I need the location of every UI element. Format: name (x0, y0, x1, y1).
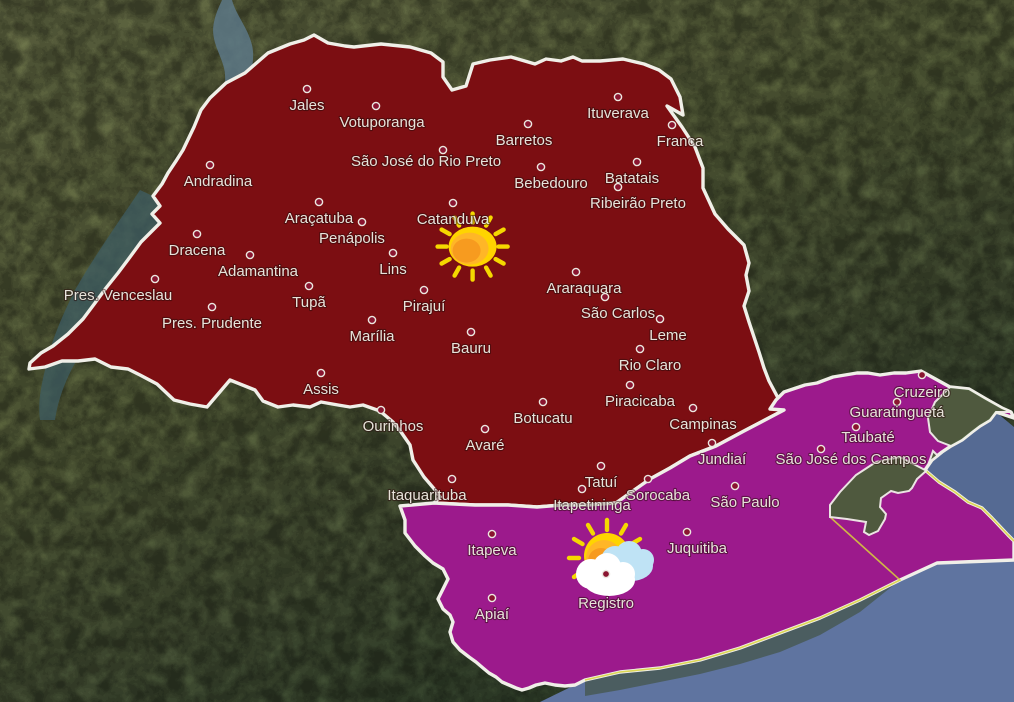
svg-text:Guaratinguetá: Guaratinguetá (849, 404, 945, 421)
svg-text:Tupã: Tupã (292, 294, 326, 311)
svg-text:Batatais: Batatais (605, 170, 659, 187)
svg-text:Dracena: Dracena (169, 242, 226, 259)
svg-text:Registro: Registro (578, 595, 634, 612)
svg-text:Rio Claro: Rio Claro (619, 357, 682, 374)
svg-text:Pres. Venceslau: Pres. Venceslau (64, 287, 172, 304)
svg-text:Assis: Assis (303, 381, 339, 398)
svg-text:Barretos: Barretos (496, 132, 553, 149)
svg-text:Campinas: Campinas (669, 416, 737, 433)
svg-text:Penápolis: Penápolis (319, 230, 385, 247)
svg-text:Pres. Prudente: Pres. Prudente (162, 315, 262, 332)
svg-text:Adamantina: Adamantina (218, 263, 299, 280)
svg-text:Pirajuí: Pirajuí (403, 298, 446, 315)
svg-text:Lins: Lins (379, 261, 407, 278)
svg-text:Juquitiba: Juquitiba (667, 540, 728, 557)
svg-text:Ituverava: Ituverava (587, 105, 649, 122)
svg-text:Tatuí: Tatuí (585, 474, 618, 491)
svg-text:Ribeirão Preto: Ribeirão Preto (590, 195, 686, 212)
svg-text:Araçatuba: Araçatuba (285, 210, 354, 227)
svg-text:Araraquara: Araraquara (546, 280, 622, 297)
svg-text:Cruzeiro: Cruzeiro (894, 384, 951, 401)
svg-text:Jundiaí: Jundiaí (698, 451, 747, 468)
svg-text:Itapetininga: Itapetininga (553, 497, 631, 514)
svg-text:Piracicaba: Piracicaba (605, 393, 676, 410)
svg-text:Bebedouro: Bebedouro (514, 175, 587, 192)
svg-text:São José dos Campos: São José dos Campos (776, 451, 927, 468)
svg-text:Itapeva: Itapeva (467, 542, 517, 559)
svg-text:Franca: Franca (657, 133, 704, 150)
svg-text:Sorocaba: Sorocaba (626, 487, 691, 504)
svg-text:São Paulo: São Paulo (710, 494, 779, 511)
svg-text:Botucatu: Botucatu (513, 410, 572, 427)
svg-text:Catanduva: Catanduva (417, 211, 490, 228)
svg-text:Itaquarituba: Itaquarituba (387, 487, 467, 504)
svg-text:Bauru: Bauru (451, 340, 491, 357)
svg-text:Jales: Jales (289, 97, 324, 114)
svg-text:Marília: Marília (349, 328, 395, 345)
svg-text:Taubaté: Taubaté (841, 429, 894, 446)
svg-text:Andradina: Andradina (184, 173, 253, 190)
svg-text:Apiaí: Apiaí (475, 606, 510, 623)
svg-text:Leme: Leme (649, 327, 687, 344)
svg-text:São José do Rio Preto: São José do Rio Preto (351, 153, 501, 170)
svg-text:Votuporanga: Votuporanga (339, 114, 425, 131)
svg-text:São Carlos: São Carlos (581, 305, 655, 322)
svg-text:Ourinhos: Ourinhos (363, 418, 424, 435)
svg-text:Avaré: Avaré (466, 437, 505, 454)
